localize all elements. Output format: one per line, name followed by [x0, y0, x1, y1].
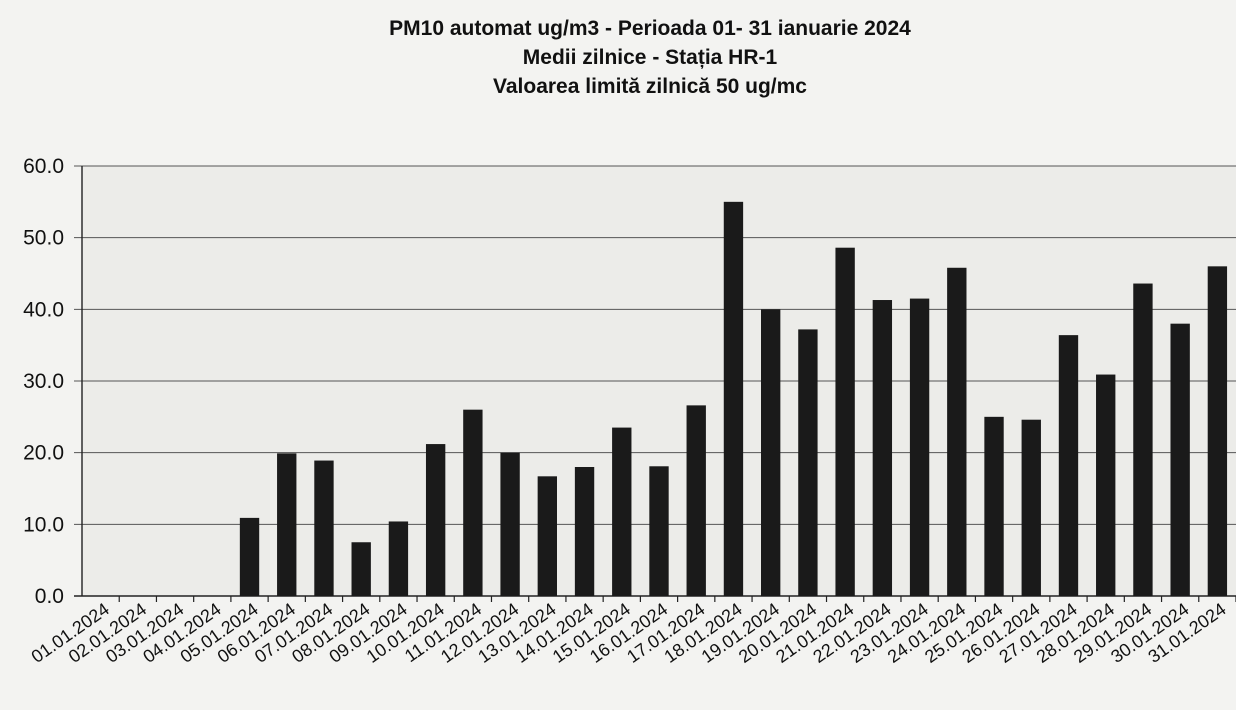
x-axis: 01.01.202402.01.202403.01.202404.01.2024… [28, 596, 1236, 667]
chart-title: PM10 automat ug/m3 - Perioada 01- 31 ian… [389, 17, 911, 40]
y-tick-label: 50.0 [23, 227, 64, 250]
y-tick-label: 20.0 [23, 442, 64, 465]
bar [686, 405, 706, 596]
bar [760, 309, 781, 596]
bar [1096, 374, 1116, 596]
bar [500, 452, 520, 596]
bar [723, 201, 744, 597]
bar [351, 542, 371, 596]
bar [1207, 266, 1228, 596]
bar [1133, 283, 1153, 596]
bars [239, 201, 1228, 597]
bar [1058, 335, 1079, 596]
bar [425, 444, 446, 596]
bar [798, 329, 818, 596]
bar [314, 460, 334, 596]
y-tick-label: 0.0 [35, 585, 64, 608]
bar [277, 453, 297, 596]
bar [835, 247, 855, 596]
bar [872, 300, 893, 596]
bar [388, 521, 409, 596]
bar [574, 467, 595, 596]
bar [1170, 323, 1190, 596]
bar [947, 267, 967, 596]
bar [649, 466, 669, 596]
bar [537, 476, 558, 596]
chart-limit-note: Valoarea limită zilnică 50 ug/mc [493, 75, 807, 98]
bar [463, 409, 483, 596]
bar [612, 427, 632, 596]
y-tick-label: 10.0 [23, 513, 64, 536]
y-tick-label: 60.0 [23, 155, 64, 178]
chart-titles: PM10 automat ug/m3 - Perioada 01- 31 ian… [60, 14, 1236, 101]
y-axis: 0.0 10.0 20.0 30.0 40.0 50.0 60.0 [23, 155, 83, 608]
bar [239, 517, 260, 596]
y-tick-label: 40.0 [23, 298, 64, 321]
chart-subtitle: Medii zilnice - Stația HR-1 [522, 46, 778, 69]
bar [1021, 419, 1041, 596]
y-tick-label: 30.0 [23, 370, 64, 393]
bar [984, 416, 1004, 596]
bar [909, 298, 930, 596]
